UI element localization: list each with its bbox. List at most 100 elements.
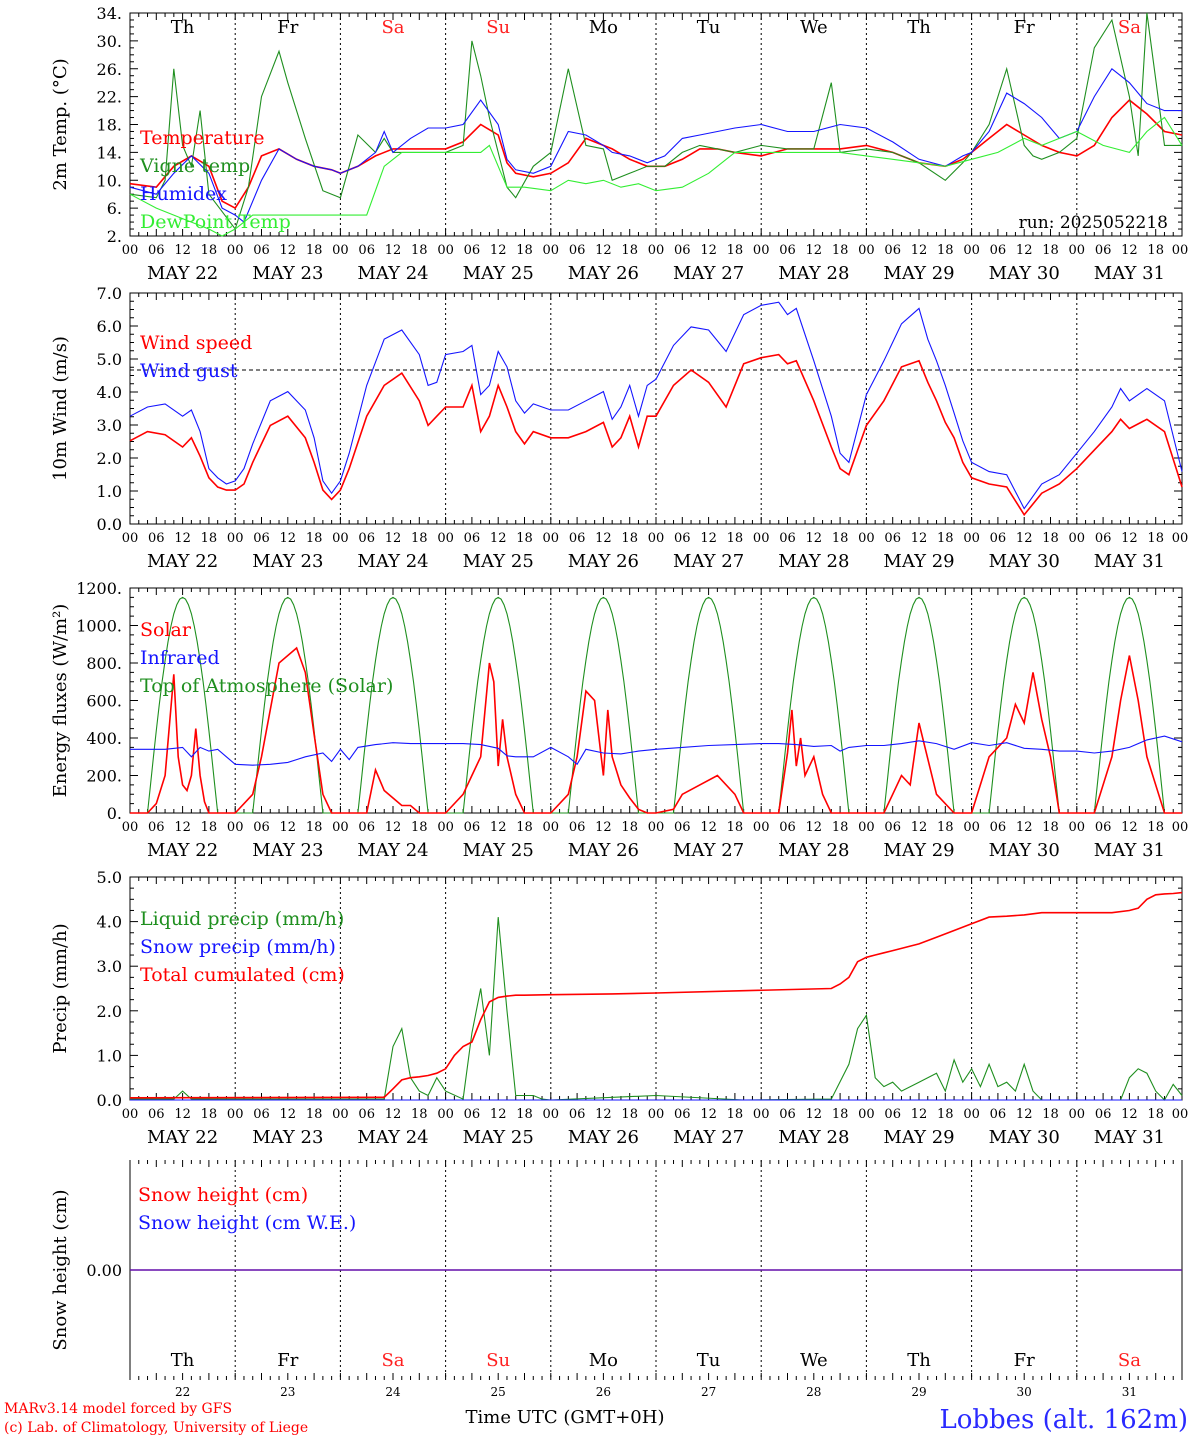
hour-tick-label: 06	[674, 1107, 691, 1122]
hour-tick-label: 12	[911, 243, 928, 258]
hour-tick-label: 06	[464, 531, 481, 546]
hour-tick-label: 00	[543, 243, 560, 258]
hour-tick-label: 00	[332, 243, 349, 258]
day-name: We	[800, 17, 828, 38]
date-label: MAY 31	[1094, 1127, 1165, 1148]
y-tick-label: 2.	[107, 227, 122, 246]
hour-tick-label: 06	[358, 531, 375, 546]
run-label: run: 2025052218	[1019, 213, 1168, 233]
date-label: MAY 24	[357, 1127, 428, 1148]
hour-tick-label: 12	[280, 1107, 297, 1122]
hour-tick-label: 00	[1172, 820, 1189, 835]
hour-tick-label: 12	[174, 531, 191, 546]
day-number: 28	[806, 1385, 821, 1399]
y-axis-label: Energy fluxes (W/m²)	[50, 604, 71, 798]
hour-tick-label: 00	[963, 1107, 980, 1122]
hour-tick-label: 18	[1147, 531, 1164, 546]
y-axis-label: 10m Wind (m/s)	[50, 336, 71, 481]
hour-tick-label: 00	[122, 243, 139, 258]
hour-tick-label: 06	[674, 820, 691, 835]
hour-tick-label: 00	[858, 531, 875, 546]
hour-tick-label: 12	[595, 531, 612, 546]
hour-tick-label: 12	[490, 1107, 507, 1122]
hour-tick-label: 00	[543, 820, 560, 835]
hour-tick-label: 00	[543, 531, 560, 546]
y-tick-label: 3.0	[97, 957, 122, 976]
series-lines	[129, 12, 1183, 237]
day-name: Fr	[1014, 17, 1035, 38]
station-name: Lobbes (alt. 162m)	[939, 1405, 1188, 1435]
day-name: Fr	[277, 17, 298, 38]
hour-tick-label: 00	[1172, 243, 1189, 258]
y-tick-label: 0.0	[97, 515, 122, 534]
y-tick-label: 22.	[97, 88, 122, 107]
hour-tick-label: 12	[385, 820, 402, 835]
hour-tick-label: 06	[358, 820, 375, 835]
hour-tick-label: 12	[280, 531, 297, 546]
hour-tick-label: 00	[122, 1107, 139, 1122]
legend-entry: Temperature	[140, 127, 264, 149]
panel-temperature: 2. 6. 10. 14. 18. 22. 26. 30. 34. 2m Temp. (°C) Te…	[50, 4, 1188, 284]
series-lines	[129, 891, 1183, 1101]
day-number: 23	[280, 1385, 295, 1399]
hour-tick-label: 00	[648, 243, 665, 258]
hour-tick-label: 06	[1095, 531, 1112, 546]
hour-tick-label: 18	[1042, 820, 1059, 835]
hour-tick-label: 06	[464, 820, 481, 835]
day-name: Th	[171, 17, 195, 38]
hour-tick-label: 00	[1172, 531, 1189, 546]
date-label: MAY 29	[883, 1127, 954, 1148]
date-label: MAY 22	[147, 840, 218, 861]
date-label: MAY 23	[252, 840, 323, 861]
hour-tick-label: 06	[779, 531, 796, 546]
hour-tick-label: 18	[937, 243, 954, 258]
hour-tick-label: 18	[516, 243, 533, 258]
hour-tick-label: 12	[174, 243, 191, 258]
hour-tick-label: 00	[1069, 820, 1086, 835]
hour-tick-label: 06	[569, 531, 586, 546]
legend: Liquid precip (mm/h) Snow precip (mm/h) To…	[140, 908, 345, 986]
legend-entry: Wind gust	[140, 360, 238, 382]
day-name: Mo	[589, 1350, 618, 1371]
hour-tick-label: 06	[148, 820, 165, 835]
hour-tick-label: 18	[516, 820, 533, 835]
day-number: 30	[1017, 1385, 1032, 1399]
day-name: Th	[907, 17, 931, 38]
y-tick-label: 0.00	[86, 1261, 122, 1280]
hour-tick-label: 12	[1016, 243, 1033, 258]
day-name: Th	[907, 1350, 931, 1371]
hour-tick-label: 06	[464, 243, 481, 258]
date-label: MAY 29	[883, 263, 954, 284]
hour-tick-label: 18	[516, 531, 533, 546]
hour-tick-label: 18	[832, 243, 849, 258]
hour-tick-label: 12	[700, 1107, 717, 1122]
y-tick-label: 3.0	[97, 416, 122, 435]
hour-tick-label: 12	[700, 820, 717, 835]
y-tick-label: 5.0	[97, 868, 122, 887]
hour-tick-label: 00	[332, 1107, 349, 1122]
hour-tick-label: 00	[858, 243, 875, 258]
hour-tick-label: 06	[884, 531, 901, 546]
hour-tick-label: 00	[122, 820, 139, 835]
series-vigne-temp	[129, 12, 1182, 231]
hour-tick-label: 06	[674, 243, 691, 258]
date-label: MAY 31	[1094, 551, 1165, 572]
hour-tick-label: 06	[253, 243, 270, 258]
y-axis-label: Snow height (cm)	[50, 1189, 71, 1350]
hour-tick-label: 18	[727, 243, 744, 258]
date-label: MAY 27	[673, 1127, 744, 1148]
hour-tick-label: 12	[700, 531, 717, 546]
date-label: MAY 26	[568, 1127, 639, 1148]
hour-tick-label: 06	[990, 243, 1007, 258]
hour-tick-label: 18	[201, 820, 218, 835]
hour-tick-label: 18	[832, 1107, 849, 1122]
hour-tick-label: 06	[253, 1107, 270, 1122]
hour-tick-label: 18	[621, 243, 638, 258]
hour-tick-label: 12	[1016, 531, 1033, 546]
hour-tick-label: 12	[1121, 243, 1138, 258]
day-number: 27	[701, 1385, 716, 1399]
date-label: MAY 26	[568, 263, 639, 284]
hour-tick-label: 00	[858, 820, 875, 835]
hour-tick-label: 12	[911, 531, 928, 546]
